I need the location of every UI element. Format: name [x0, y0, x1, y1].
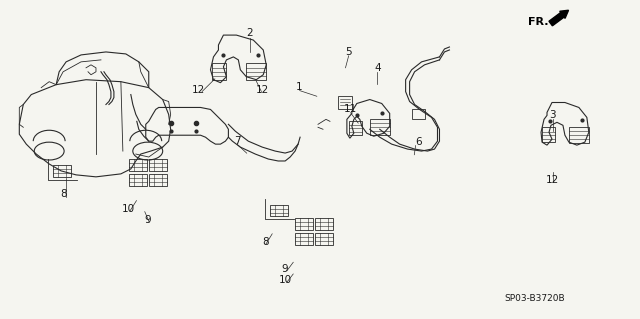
FancyArrow shape — [549, 10, 568, 26]
Text: 11: 11 — [344, 104, 357, 114]
Text: 3: 3 — [549, 110, 556, 120]
Text: 7: 7 — [234, 136, 241, 145]
Text: 8: 8 — [262, 237, 269, 247]
Text: SP03-B3720B: SP03-B3720B — [505, 293, 565, 302]
Text: 8: 8 — [61, 189, 67, 199]
Text: 4: 4 — [374, 63, 381, 73]
Text: 12: 12 — [192, 85, 205, 95]
Text: 1: 1 — [296, 82, 303, 92]
Text: FR.: FR. — [527, 17, 548, 27]
Text: 2: 2 — [246, 28, 253, 38]
Text: 10: 10 — [122, 204, 136, 213]
Text: 5: 5 — [346, 47, 352, 57]
Text: 9: 9 — [145, 215, 151, 225]
Text: 9: 9 — [282, 263, 288, 274]
Text: 12: 12 — [546, 175, 559, 185]
Text: 12: 12 — [256, 85, 269, 95]
Text: 10: 10 — [278, 275, 291, 285]
Text: 6: 6 — [415, 137, 422, 147]
